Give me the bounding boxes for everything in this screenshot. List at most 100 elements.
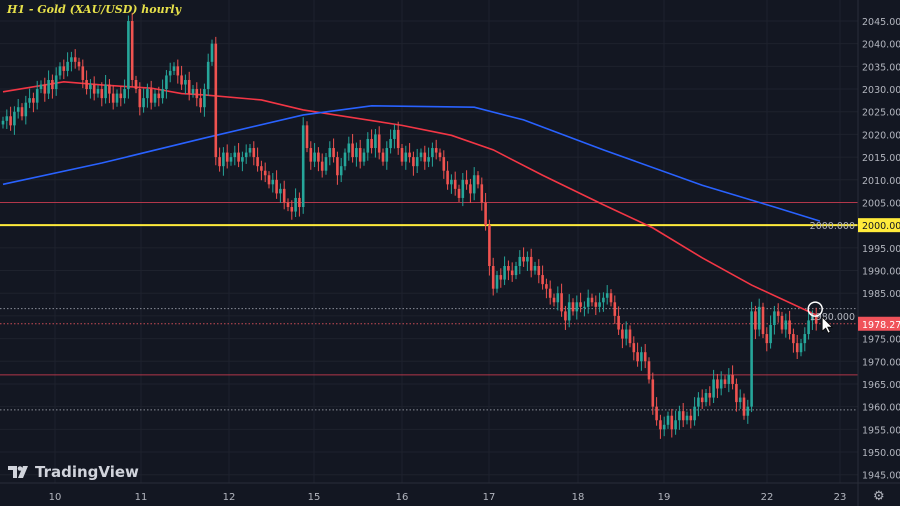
candle [757, 298, 761, 337]
x-tick-label: 10 [49, 492, 62, 503]
candle-body [324, 157, 328, 171]
candle [678, 405, 681, 430]
candle-body [184, 79, 187, 85]
candle-body [545, 284, 548, 289]
candle-body [586, 297, 590, 307]
candle [47, 70, 50, 100]
candle-body [685, 415, 689, 421]
candle-body [647, 361, 651, 380]
candle-body [165, 75, 168, 90]
mouse-cursor-icon [821, 316, 834, 334]
candle [279, 183, 282, 203]
candle [62, 59, 66, 80]
candle-body [263, 170, 267, 176]
candle-body [476, 175, 480, 185]
x-tick-label: 19 [658, 492, 671, 503]
candle [700, 389, 704, 409]
candle-body [96, 89, 100, 94]
candle [624, 321, 628, 346]
candle [795, 334, 799, 360]
candle [434, 139, 438, 160]
candle-body [187, 79, 191, 94]
x-tick-label: 15 [308, 492, 321, 503]
candle [784, 313, 788, 338]
candle-body [738, 397, 742, 403]
candle [427, 147, 430, 168]
candle [286, 198, 290, 212]
candle-body [5, 116, 9, 121]
candle [389, 129, 392, 154]
candle-body [81, 66, 85, 80]
candle-body [400, 148, 404, 162]
candle [203, 83, 206, 117]
candle [138, 82, 142, 116]
candle-body [731, 374, 734, 384]
candle [408, 143, 411, 163]
candle [780, 311, 784, 334]
candle [70, 51, 73, 72]
candle-body [594, 302, 598, 307]
candle [537, 259, 541, 284]
candle-body [54, 75, 58, 90]
candle [24, 95, 28, 125]
candle [237, 143, 240, 168]
tradingview-logo[interactable]: TradingView [8, 463, 139, 481]
candle-body [704, 393, 708, 403]
candle-body [510, 270, 514, 276]
candle-body [579, 302, 582, 307]
candle [457, 184, 461, 203]
y-tick-label: 2045.000 [862, 17, 900, 28]
candle-body [404, 152, 408, 162]
moving-average-line [2, 105, 821, 222]
candle-body [674, 420, 677, 430]
candle [579, 292, 582, 313]
candle [81, 59, 85, 89]
candle [545, 278, 548, 299]
candle [187, 71, 191, 101]
candle-body [655, 406, 658, 421]
candle-body [621, 329, 624, 339]
candle [746, 399, 750, 424]
candle [685, 411, 689, 425]
candle [157, 86, 161, 107]
candle [374, 128, 377, 158]
candle-body [488, 225, 491, 266]
candle [256, 147, 259, 172]
candle [43, 77, 47, 102]
candle [35, 80, 39, 110]
y-tick-label: 1990.000 [862, 267, 900, 278]
candle-body [617, 315, 620, 330]
candle [263, 162, 267, 183]
candle [104, 74, 107, 104]
candle [233, 145, 237, 166]
candle [792, 328, 795, 353]
x-tick-label: 12 [223, 492, 236, 503]
candle [108, 79, 111, 104]
candle-body [66, 61, 69, 71]
chart-title: H1 - Gold (XAU/USD) hourly [7, 3, 182, 16]
candle-body [256, 157, 259, 167]
candle [96, 84, 100, 98]
candle [39, 80, 43, 94]
candle-body [427, 157, 430, 162]
candle-body [712, 379, 715, 398]
candle [674, 410, 677, 435]
candle-body [157, 93, 161, 99]
candle-body [275, 179, 278, 194]
settings-gear-icon[interactable]: ⚙ [873, 489, 885, 504]
candle [77, 57, 81, 71]
candle [476, 171, 480, 189]
candle [526, 251, 529, 271]
candle [5, 109, 9, 129]
candle-body [130, 21, 134, 80]
y-tick-label: 2005.000 [862, 198, 900, 209]
candle [168, 62, 172, 83]
candle [556, 286, 560, 311]
candle-body [317, 152, 320, 162]
candle-body [784, 320, 788, 330]
candle-body [754, 311, 757, 330]
candle [541, 265, 544, 290]
candle-body [301, 125, 305, 208]
